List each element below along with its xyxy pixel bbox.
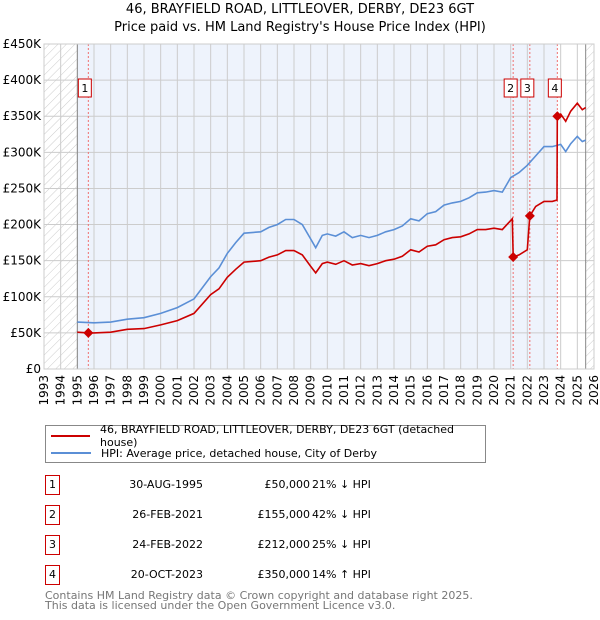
transaction-price: £350,000 (257, 568, 311, 581)
transaction-price: £212,000 (257, 538, 311, 551)
transaction-row: 2 26-FEB-2021 £155,000 42% ↓ HPI (45, 505, 495, 525)
transaction-hpi-diff: 21% ↓ HPI (312, 478, 371, 491)
x-tick-label: 2016 (420, 375, 434, 406)
price-chart: 1993 1994 1995 1996 1997 1998 1999 2000 2001 2002… (3, 37, 600, 406)
x-tick-label: 2009 (304, 375, 318, 406)
plot-border (43, 43, 595, 370)
transaction-number: 3 (45, 535, 60, 555)
y-tick-label: £450K (3, 37, 43, 51)
x-tick-label: 2018 (454, 375, 468, 406)
sale-label-box (77, 78, 92, 98)
x-tick-label: 2008 (287, 375, 301, 406)
transaction-number: 4 (45, 565, 60, 585)
chart-subtitle: Price paid vs. HM Land Registry's House … (114, 20, 486, 35)
property-price-line (77, 101, 587, 334)
x-tick-label: 1996 (87, 375, 101, 406)
x-tick-label: 2001 (170, 375, 184, 406)
x-tick-label: 2019 (470, 375, 484, 406)
transaction-row: 1 30-AUG-1995 £50,000 21% ↓ HPI (45, 475, 495, 495)
transaction-hpi-diff: 14% ↑ HPI (312, 568, 371, 581)
legend: 46, BRAYFIELD ROAD, LITTLEOVER, DERBY, D… (45, 423, 486, 463)
transaction-price: £50,000 (264, 478, 311, 491)
x-tick-label: 2014 (387, 375, 401, 406)
y-tick-label: £200K (3, 218, 43, 232)
sale-point (508, 252, 519, 263)
x-tick-label: 2022 (520, 375, 534, 406)
x-tick-label: 2013 (370, 375, 384, 406)
sale-point (524, 210, 535, 221)
x-tick-label: 1994 (54, 375, 68, 406)
x-tick-label: 2010 (320, 375, 334, 406)
x-tick-label: 1997 (104, 375, 118, 406)
x-tick-label: 2020 (487, 375, 501, 406)
sale-label: 2 (507, 82, 514, 95)
hpi-line (77, 135, 587, 324)
x-tick-label: 2015 (404, 375, 418, 406)
legend-label-hpi: HPI: Average price, detached house, City… (101, 446, 378, 460)
footer-copyright: Contains HM Land Registry data © Crown c… (45, 589, 473, 602)
x-tick-label: 1995 (70, 375, 84, 406)
y-tick-label: £100K (3, 290, 43, 304)
footer-licence: This data is licensed under the Open Gov… (45, 599, 396, 612)
x-tick-label: 1998 (120, 375, 134, 406)
sale-point (552, 111, 563, 122)
transaction-hpi-diff: 25% ↓ HPI (312, 538, 371, 551)
sale-point (83, 327, 94, 338)
transaction-price: £155,000 (257, 508, 311, 521)
hatch-after-data (585, 44, 594, 369)
y-tick-label: £50K (10, 326, 42, 340)
x-tick-label: 2017 (437, 375, 451, 406)
ownership-shade (77, 44, 558, 369)
x-tick-label: 2021 (504, 375, 518, 406)
x-tick-label: 2007 (270, 375, 284, 406)
x-tick-label: 2005 (237, 375, 251, 406)
transaction-hpi-diff: 42% ↓ HPI (312, 508, 371, 521)
x-tick-label: 2026 (587, 375, 600, 406)
x-tick-label: 2006 (254, 375, 268, 406)
x-tick-label: 2000 (154, 375, 168, 406)
y-tick-label: £150K (3, 254, 43, 268)
y-tick-label: £250K (3, 181, 43, 195)
y-tick-label: £350K (3, 109, 43, 123)
x-tick-label: 2004 (220, 375, 234, 406)
x-tick-label: 2011 (337, 375, 351, 406)
transaction-number: 2 (45, 505, 60, 525)
transaction-row: 3 24-FEB-2022 £212,000 25% ↓ HPI (45, 535, 495, 555)
x-tick-label: 2002 (187, 375, 201, 406)
x-tick-label: 1999 (137, 375, 151, 406)
transaction-date: 20-OCT-2023 (130, 568, 203, 581)
sale-label-box (520, 78, 535, 98)
legend-swatch-property (51, 435, 90, 437)
transaction-number: 1 (45, 475, 60, 495)
transaction-date: 30-AUG-1995 (129, 478, 203, 491)
transaction-row: 4 20-OCT-2023 £350,000 14% ↑ HPI (45, 565, 495, 585)
legend-swatch-hpi (51, 452, 91, 454)
x-tick-label: 2025 (570, 375, 584, 406)
sale-label-box (547, 78, 562, 98)
chart-title: 46, BRAYFIELD ROAD, LITTLEOVER, DERBY, D… (125, 2, 475, 17)
x-tick-label: 2023 (537, 375, 551, 406)
y-tick-label: £0 (26, 362, 41, 376)
sale-label: 3 (524, 82, 531, 95)
legend-label-property: 46, BRAYFIELD ROAD, LITTLEOVER, DERBY, D… (100, 423, 454, 449)
x-tick-label: 2012 (354, 375, 368, 406)
x-tick-label: 2003 (204, 375, 218, 406)
sale-label: 1 (81, 82, 88, 95)
x-tick-label: 2024 (554, 375, 568, 406)
x-tick-label: 1993 (37, 375, 51, 406)
transaction-date: 26-FEB-2021 (132, 508, 203, 521)
sale-label: 4 (551, 82, 558, 95)
y-tick-label: £400K (3, 73, 43, 87)
sale-label-box (503, 78, 518, 98)
y-tick-label: £300K (3, 145, 43, 159)
transaction-date: 24-FEB-2022 (132, 538, 203, 551)
